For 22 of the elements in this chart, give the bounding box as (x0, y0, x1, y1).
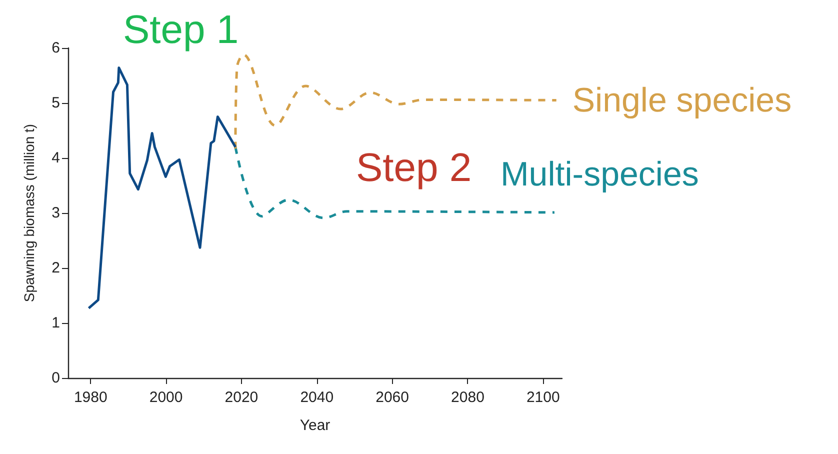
line-series (234, 53, 558, 150)
series-label: Multi-species (500, 155, 699, 194)
y-tick-label: 1 (52, 314, 60, 332)
x-tick-label: 2000 (149, 389, 183, 406)
x-tick-label: 2100 (526, 389, 560, 406)
y-tick-label: 2 (52, 260, 60, 276)
y-tick-label: 0 (52, 370, 60, 386)
y-tick-label: 3 (52, 204, 60, 222)
x-tick-label: 2080 (451, 389, 484, 406)
x-tick-label: 2040 (300, 389, 334, 406)
y-axis-title: Spawning biomass (million t) (21, 124, 37, 302)
y-tick-label: 6 (52, 40, 60, 56)
x-tick-label: 2020 (224, 389, 258, 406)
annotation: Step 2 (356, 146, 472, 190)
y-tick-label: 4 (52, 150, 60, 166)
y-tick-label: 5 (52, 94, 60, 112)
x-tick-label: 1980 (74, 389, 108, 406)
series-label: Single species (572, 81, 792, 120)
x-tick-label: 2060 (376, 389, 409, 406)
annotation: Step 1 (123, 8, 239, 52)
x-axis-title: Year (300, 417, 330, 434)
line-series (87, 66, 237, 310)
